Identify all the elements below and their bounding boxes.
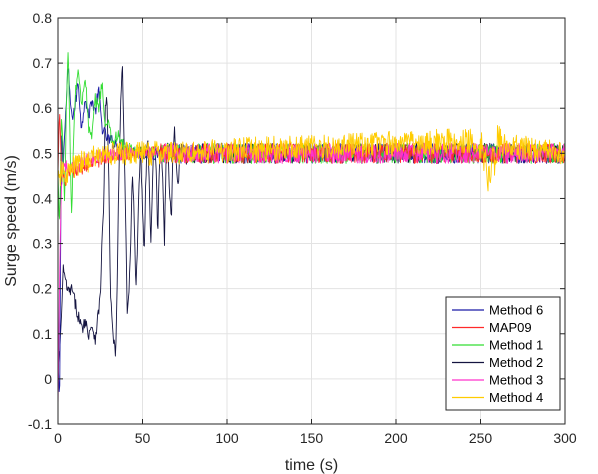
x-axis-label: time (s) xyxy=(285,457,338,474)
x-tick-label: 150 xyxy=(300,430,324,446)
y-axis-label: Surge speed (m/s) xyxy=(3,155,20,287)
tick-labels: 0 50 100 150 200 250 300-0.100.10.20.30.40.50.… xyxy=(28,10,577,446)
y-tick-label: 0.8 xyxy=(33,10,53,26)
y-tick-label: 0.6 xyxy=(33,100,53,116)
x-tick-label: 300 xyxy=(553,430,577,446)
legend-label: Method 3 xyxy=(489,373,543,388)
legend-label: Method 2 xyxy=(489,355,543,370)
x-tick-label: 200 xyxy=(384,430,408,446)
x-tick-label: 250 xyxy=(469,430,493,446)
y-tick-label: 0.4 xyxy=(33,190,53,206)
legend: Method 6 MAP09 Method 1 Method 2 Method 3 Met… xyxy=(445,296,561,411)
y-tick-label: 0.3 xyxy=(33,236,53,252)
series-layer xyxy=(58,52,565,407)
y-tick-label: 0.1 xyxy=(33,326,53,342)
x-tick-label: 50 xyxy=(135,430,151,446)
tick-marks xyxy=(57,17,566,425)
x-tick-label: 0 xyxy=(54,430,62,446)
legend-label: Method 1 xyxy=(489,338,543,353)
legend-label: Method 6 xyxy=(489,303,543,318)
y-tick-label: -0.1 xyxy=(28,416,52,432)
legend-label: MAP09 xyxy=(489,320,532,335)
y-tick-label: 0.5 xyxy=(33,145,53,161)
y-tick-label: 0.7 xyxy=(33,55,53,71)
legend-label: Method 4 xyxy=(489,390,543,405)
y-tick-label: 0 xyxy=(44,371,52,387)
series-line-method-4 xyxy=(58,125,565,192)
legend-box xyxy=(445,296,561,411)
y-tick-label: 0.2 xyxy=(33,281,53,297)
x-tick-label: 100 xyxy=(215,430,239,446)
